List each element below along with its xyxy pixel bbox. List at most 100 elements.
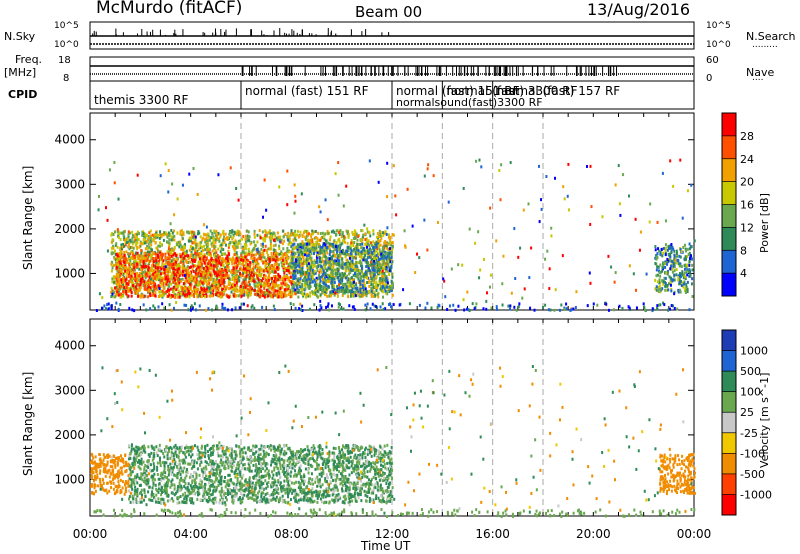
range-cell xyxy=(329,235,332,239)
range-cell xyxy=(212,267,215,271)
range-cell xyxy=(252,265,255,269)
range-cell xyxy=(240,294,243,298)
range-cell xyxy=(306,240,309,244)
range-cell xyxy=(389,243,392,247)
range-cell xyxy=(115,281,118,285)
range-cell xyxy=(116,254,119,258)
range-cell xyxy=(170,282,173,286)
range-cell xyxy=(299,246,302,250)
range-cell xyxy=(213,264,216,268)
range-cell xyxy=(148,270,151,274)
range-cell xyxy=(126,241,129,245)
range-cell xyxy=(388,290,391,294)
range-cell xyxy=(387,287,390,291)
range-cell xyxy=(262,294,265,298)
range-cell xyxy=(303,261,306,265)
range-cell xyxy=(249,251,252,255)
range-cell xyxy=(244,282,247,286)
range-cell xyxy=(183,243,186,247)
range-cell xyxy=(391,281,394,285)
range-cell xyxy=(214,271,217,275)
range-cell xyxy=(220,276,223,280)
range-cell xyxy=(144,286,147,290)
range-cell xyxy=(375,275,378,279)
range-cell xyxy=(190,270,193,274)
range-cell xyxy=(353,229,356,233)
range-cell xyxy=(361,272,364,276)
range-cell xyxy=(268,229,271,233)
range-cell xyxy=(338,232,341,236)
range-cell xyxy=(267,288,270,292)
range-cell xyxy=(179,240,182,244)
range-cell xyxy=(199,257,202,261)
range-cell xyxy=(237,274,240,278)
range-cell xyxy=(390,250,393,254)
range-cell xyxy=(274,289,277,293)
range-cell xyxy=(381,277,384,281)
range-cell xyxy=(309,238,312,242)
range-cell xyxy=(387,285,390,289)
range-cell xyxy=(291,292,294,296)
range-cell xyxy=(242,255,245,259)
range-cell xyxy=(135,238,138,242)
range-cell xyxy=(352,244,355,248)
range-cell xyxy=(114,249,117,253)
range-cell xyxy=(366,256,369,260)
range-cell xyxy=(139,262,142,266)
range-cell xyxy=(358,254,361,258)
range-cell xyxy=(278,247,281,251)
range-cell xyxy=(298,270,301,274)
range-cell xyxy=(375,245,378,249)
range-cell xyxy=(264,258,267,262)
range-cell xyxy=(297,277,300,281)
range-cell xyxy=(364,287,367,291)
range-cell xyxy=(152,251,155,255)
range-cell xyxy=(372,232,375,236)
range-cell xyxy=(127,286,130,290)
range-cell xyxy=(376,247,379,251)
range-cell xyxy=(217,283,220,287)
range-cell xyxy=(112,246,115,250)
range-cell xyxy=(145,241,148,245)
range-cell xyxy=(253,279,256,283)
range-cell xyxy=(266,269,269,273)
range-cell xyxy=(275,236,278,240)
range-cell xyxy=(282,229,285,233)
range-cell xyxy=(310,249,313,253)
range-cell xyxy=(183,286,186,290)
range-cell xyxy=(199,282,202,286)
range-cell xyxy=(364,242,367,246)
range-cell xyxy=(213,286,216,290)
range-cell xyxy=(152,268,155,272)
range-cell xyxy=(291,283,294,287)
range-cell xyxy=(110,232,113,236)
range-cell xyxy=(154,241,157,245)
range-cell xyxy=(197,295,200,299)
range-cell xyxy=(253,235,256,239)
range-cell xyxy=(126,237,129,241)
range-cell xyxy=(215,234,218,238)
range-cell xyxy=(318,270,321,274)
range-cell xyxy=(206,241,209,245)
range-cell xyxy=(386,281,389,285)
range-cell xyxy=(339,273,342,277)
range-cell xyxy=(359,290,362,294)
range-cell xyxy=(221,256,224,260)
range-cell xyxy=(147,268,150,272)
range-cell xyxy=(228,243,231,247)
range-cell xyxy=(189,260,192,264)
range-cell xyxy=(217,256,220,260)
y-tick-label: 2000 xyxy=(54,222,85,236)
range-cell xyxy=(271,232,274,236)
range-cell xyxy=(145,259,148,263)
range-cell xyxy=(214,293,217,297)
range-cell xyxy=(148,271,151,275)
range-cell xyxy=(222,264,225,268)
range-cell xyxy=(232,271,235,275)
range-cell xyxy=(172,274,175,278)
range-cell xyxy=(156,266,159,270)
range-cell xyxy=(189,284,192,288)
range-cell xyxy=(226,274,229,278)
range-cell xyxy=(242,267,245,271)
range-cell xyxy=(324,243,327,247)
